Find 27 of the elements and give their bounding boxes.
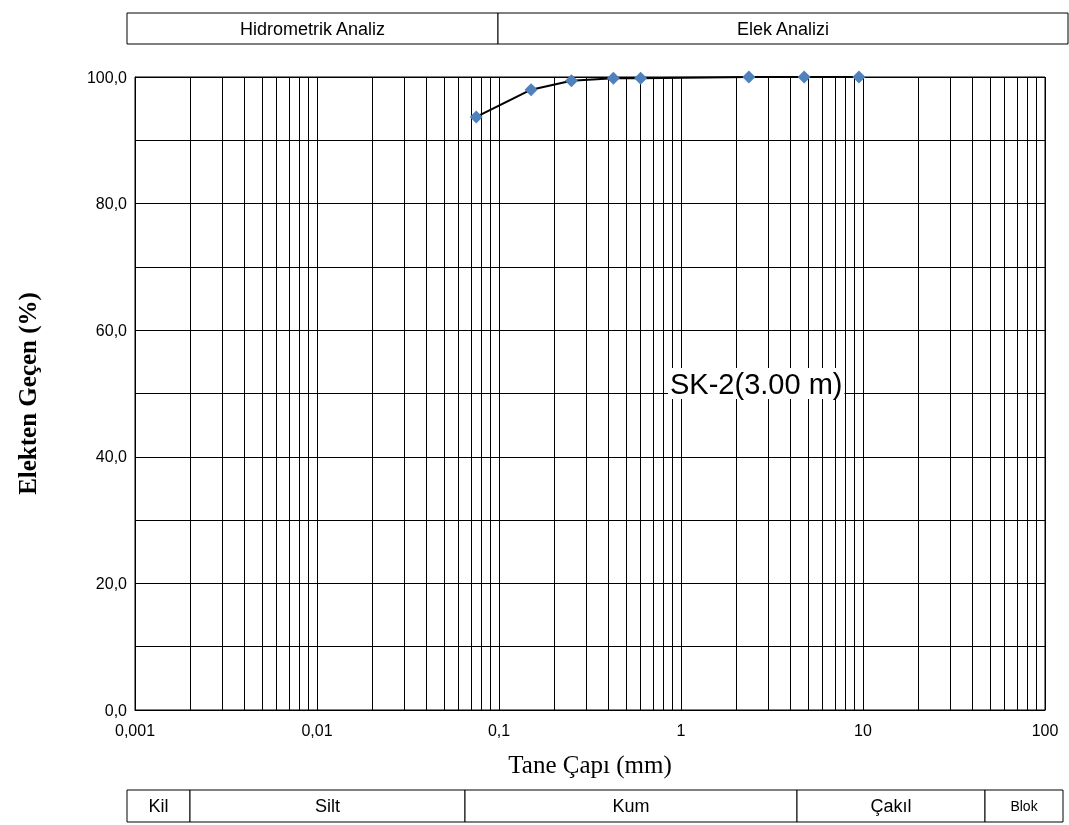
text: Kil (148, 796, 169, 816)
text: Blok (1010, 798, 1039, 814)
text: Çakıl (870, 796, 912, 816)
point (524, 83, 538, 97)
x-axis-title: Tane Çapı (mm) (508, 751, 672, 779)
x-tick-label: 0,001 (114, 721, 156, 739)
text: Kum (612, 796, 650, 816)
x-tick-label: 10 (854, 721, 872, 739)
text: Elek Analizi (736, 18, 830, 39)
y-tick-label: 0,0 (104, 701, 128, 719)
point (469, 110, 483, 124)
point (852, 70, 866, 84)
x-tick-label: 1 (676, 721, 686, 739)
text: Hidrometrik Analiz (239, 18, 386, 39)
x-tick-label: 0,01 (301, 721, 333, 739)
x-tick-label: 100 (1031, 721, 1059, 739)
y-tick-label: 100,0 (86, 68, 128, 86)
y-axis-title: Elekten Geçen (%) (14, 292, 42, 495)
y-tick-label: 20,0 (95, 574, 128, 592)
annotation: SK-2(3.00 m) (670, 367, 843, 400)
y-tick-label: 60,0 (95, 321, 128, 339)
text: Silt (314, 796, 341, 816)
point (797, 70, 811, 84)
point (742, 70, 756, 84)
y-tick-label: 80,0 (95, 195, 128, 213)
y-tick-label: 40,0 (95, 448, 128, 466)
x-tick-label: 0,1 (487, 721, 511, 739)
